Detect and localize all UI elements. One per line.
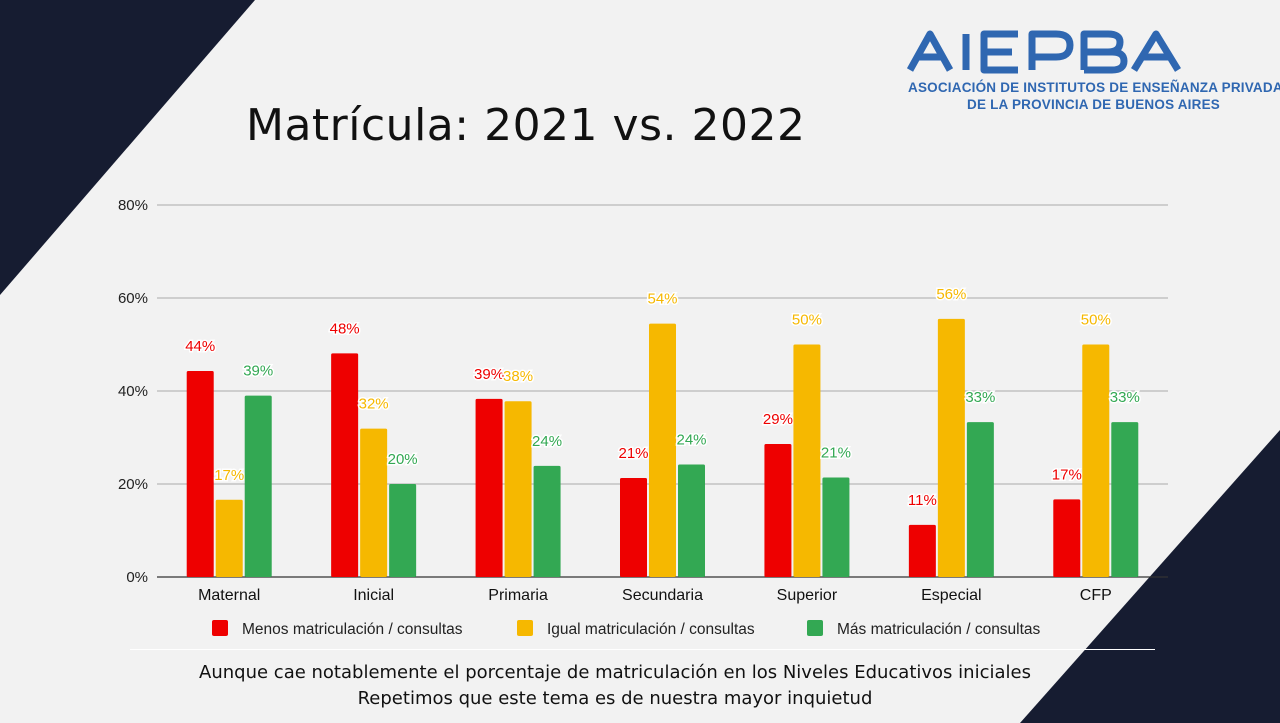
brand-line-1: ASOCIACIÓN DE INSTITUTOS DE ENSEÑANZA PR… bbox=[908, 80, 1280, 95]
top-left-corner-shape bbox=[0, 0, 255, 295]
y-tick-label: 80% bbox=[118, 197, 148, 214]
legend-swatch bbox=[807, 620, 823, 636]
bar bbox=[331, 353, 359, 577]
x-tick-label: Primaria bbox=[488, 587, 548, 604]
data-label: 32% bbox=[359, 396, 389, 413]
data-label: 48% bbox=[330, 320, 360, 337]
legend-label: Menos matriculación / consultas bbox=[242, 621, 463, 638]
data-label: 11% bbox=[908, 492, 937, 509]
x-tick-label: Superior bbox=[777, 587, 838, 604]
bar bbox=[1053, 499, 1081, 577]
x-tick-label: CFP bbox=[1080, 587, 1112, 604]
legend-swatch bbox=[212, 620, 228, 636]
data-label: 17% bbox=[1052, 466, 1082, 483]
data-label: 20% bbox=[388, 451, 418, 468]
slide-title: Matrícula: 2021 vs. 2022 bbox=[246, 100, 806, 151]
bar bbox=[475, 398, 503, 577]
data-label: 44% bbox=[185, 338, 215, 355]
bar bbox=[1082, 344, 1110, 577]
bar bbox=[937, 318, 965, 577]
aiepba-logo bbox=[906, 30, 1181, 74]
bar bbox=[793, 344, 821, 577]
data-label: 56% bbox=[936, 286, 966, 303]
bar bbox=[533, 465, 561, 577]
y-tick-label: 20% bbox=[118, 476, 148, 493]
bar bbox=[360, 428, 388, 577]
x-tick-label: Especial bbox=[921, 587, 981, 604]
data-label: 33% bbox=[1110, 389, 1140, 406]
bar bbox=[244, 395, 272, 577]
x-tick-label: Maternal bbox=[198, 587, 260, 604]
data-label: 24% bbox=[532, 433, 562, 450]
bar bbox=[908, 524, 936, 577]
data-label: 21% bbox=[618, 445, 648, 462]
bar bbox=[764, 444, 792, 577]
x-tick-label: Inicial bbox=[353, 587, 394, 604]
data-label: 50% bbox=[1081, 312, 1111, 329]
data-label: 17% bbox=[214, 467, 244, 484]
bar bbox=[678, 464, 705, 577]
bar bbox=[822, 477, 850, 577]
data-label: 24% bbox=[676, 431, 706, 448]
data-label: 50% bbox=[792, 312, 822, 329]
data-label: 33% bbox=[965, 389, 995, 406]
bar bbox=[215, 499, 243, 577]
bar bbox=[649, 323, 676, 577]
caption-line-2: Repetimos que este tema es de nuestra ma… bbox=[357, 688, 873, 709]
bar bbox=[966, 422, 994, 577]
brand-line-2: DE LA PROVINCIA DE BUENOS AIRES bbox=[967, 97, 1220, 112]
data-label: 29% bbox=[763, 411, 793, 428]
data-label: 39% bbox=[474, 366, 504, 383]
legend-label: Más matriculación / consultas bbox=[837, 621, 1041, 638]
aiepba-logo-letters bbox=[906, 30, 1181, 74]
caption-line-1: Aunque cae notablemente el porcentaje de… bbox=[199, 662, 1031, 683]
x-tick-label: Secundaria bbox=[622, 587, 703, 604]
bar bbox=[504, 401, 532, 577]
legend-swatch bbox=[517, 620, 533, 636]
legend-label: Igual matriculación / consultas bbox=[547, 621, 755, 638]
bar bbox=[186, 371, 214, 577]
bar bbox=[389, 484, 417, 577]
data-label: 21% bbox=[821, 444, 851, 461]
bar bbox=[1111, 422, 1139, 577]
data-label: 54% bbox=[647, 291, 677, 308]
data-label: 38% bbox=[503, 368, 533, 385]
divider-line bbox=[130, 649, 1155, 650]
data-label: 39% bbox=[243, 363, 273, 380]
bar bbox=[620, 477, 647, 577]
y-tick-label: 0% bbox=[126, 569, 148, 586]
y-tick-label: 60% bbox=[118, 290, 148, 307]
y-tick-label: 40% bbox=[118, 383, 148, 400]
